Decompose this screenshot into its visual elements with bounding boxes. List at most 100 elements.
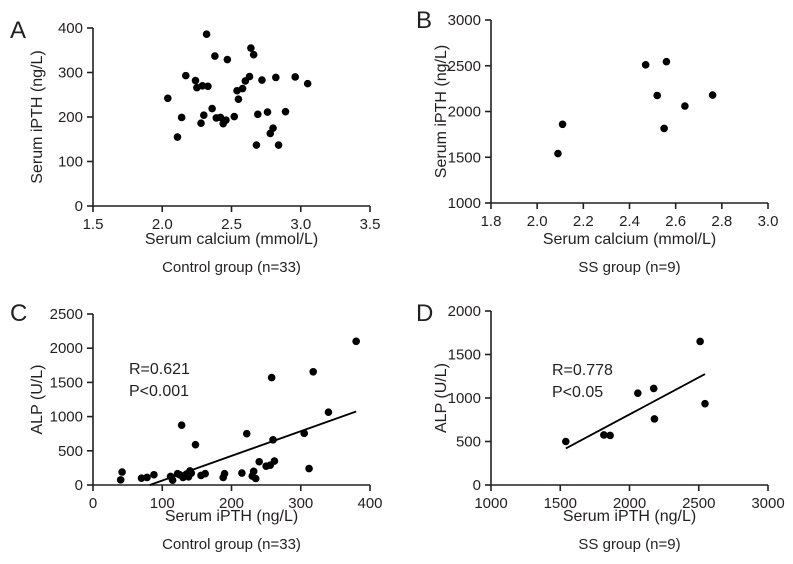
data-point [150, 470, 158, 479]
group-caption: Control group (n=33) [162, 259, 301, 276]
data-point [242, 429, 251, 438]
data-point [554, 149, 562, 158]
x-tick-label: 2500 [682, 495, 715, 512]
data-point [197, 119, 205, 128]
panel-a: A 1.5 2.0 2.5 3.0 3.5 0 100 200 300 400 Serum calci… [10, 17, 380, 276]
data-point [258, 76, 266, 84]
panel-letter: B [416, 7, 432, 34]
data-point [300, 429, 309, 438]
data-point [116, 476, 125, 484]
data-point [118, 468, 126, 476]
y-tick-label: 0 [75, 477, 83, 494]
data-point [191, 440, 200, 449]
group-caption: SS group (n=9) [578, 259, 680, 276]
data-point [274, 141, 283, 149]
data-point [270, 457, 279, 465]
data-point [708, 91, 717, 99]
data-point [281, 107, 290, 116]
y-tick-label: 1000 [448, 390, 481, 407]
x-axis-title: Serum iPTH (ng/L) [563, 508, 696, 525]
x-tick-label: 2.2 [573, 213, 594, 230]
panel-letter: D [416, 300, 433, 327]
correlation-r-label: R=0.621 [129, 361, 190, 378]
panel-letter: C [10, 300, 27, 327]
x-tick-label: 1.5 [83, 216, 104, 233]
y-tick-label: 2000 [448, 104, 481, 121]
y-tick-label: 2500 [50, 306, 83, 323]
data-point [177, 113, 186, 122]
data-point [247, 44, 255, 52]
data-point [653, 91, 661, 100]
data-point [267, 373, 276, 382]
y-tick-label: 2000 [50, 340, 83, 357]
p-value-label: P<0.001 [129, 383, 189, 400]
data-point [305, 464, 313, 473]
group-caption: Control group (n=33) [162, 536, 301, 553]
x-tick-label: 1000 [474, 495, 507, 512]
data-point [168, 476, 177, 485]
x-tick-label: 2.4 [619, 213, 640, 230]
data-point [263, 108, 272, 116]
data-point [143, 473, 151, 482]
data-point [701, 399, 709, 408]
x-tick-label: 2.5 [221, 216, 242, 233]
data-point [681, 102, 689, 110]
data-point [198, 82, 207, 90]
y-tick-label: 1000 [50, 409, 83, 426]
data-point [181, 71, 190, 80]
x-tick-label: 3.0 [758, 213, 779, 230]
y-axis-title: Serum iPTH (ng/L) [433, 45, 450, 178]
x-tick-label: 3.5 [360, 216, 381, 233]
y-tick-label: 500 [456, 434, 481, 451]
y-axis-title: ALP (U/L) [433, 363, 450, 433]
x-tick-label: 300 [288, 495, 313, 512]
data-point [558, 120, 567, 129]
data-point [187, 469, 196, 477]
data-point [649, 384, 658, 393]
x-tick-label: 100 [150, 495, 175, 512]
x-tick-label: 2.0 [152, 216, 173, 233]
y-tick-label: 2500 [448, 58, 481, 75]
data-point [249, 467, 258, 476]
y-tick-label: 200 [58, 109, 83, 126]
data-point [230, 112, 239, 121]
panel-letter: A [10, 17, 26, 44]
data-point [202, 30, 211, 39]
y-tick-label: 100 [58, 154, 83, 171]
y-tick-label: 1500 [448, 149, 481, 166]
data-point [137, 474, 146, 482]
y-tick-label: 2000 [448, 303, 481, 320]
x-tick-label: 2.6 [665, 213, 686, 230]
group-caption: SS group (n=9) [578, 536, 680, 553]
data-point [238, 469, 246, 477]
data-point [291, 73, 300, 81]
data-point [177, 421, 186, 429]
regression-line [565, 373, 706, 450]
data-point [163, 94, 172, 103]
p-value-label: P<0.05 [552, 384, 603, 401]
data-point [352, 337, 360, 346]
data-point [269, 436, 277, 444]
x-tick-label: 0 [89, 495, 97, 512]
data-point [641, 61, 650, 69]
panel-b: B 1.8 2.0 2.2 2.4 2.6 2.8 3.0 1000 1500 2000 2500 30… [416, 7, 778, 276]
data-point [662, 57, 671, 66]
data-point [223, 55, 232, 64]
y-tick-label: 400 [58, 20, 83, 37]
data-point [272, 73, 280, 82]
correlation-r-label: R=0.778 [552, 362, 613, 379]
y-tick-label: 500 [58, 443, 83, 460]
x-tick-label: 200 [219, 495, 244, 512]
data-point [245, 72, 254, 81]
x-axis-title: Serum calcium (mmol/L) [145, 231, 318, 248]
data-point [254, 110, 262, 119]
data-point [255, 457, 263, 466]
panel-c: C 0 100 200 300 400 0 500 1000 1500 2000 2500 Serum … [10, 300, 383, 553]
data-point [249, 50, 258, 59]
y-axis-title: ALP (U/L) [29, 365, 46, 435]
y-axis-title: Serum iPTH (ng/L) [29, 50, 46, 183]
data-point [211, 52, 219, 60]
x-axis-title: Serum calcium (mmol/L) [543, 231, 716, 248]
